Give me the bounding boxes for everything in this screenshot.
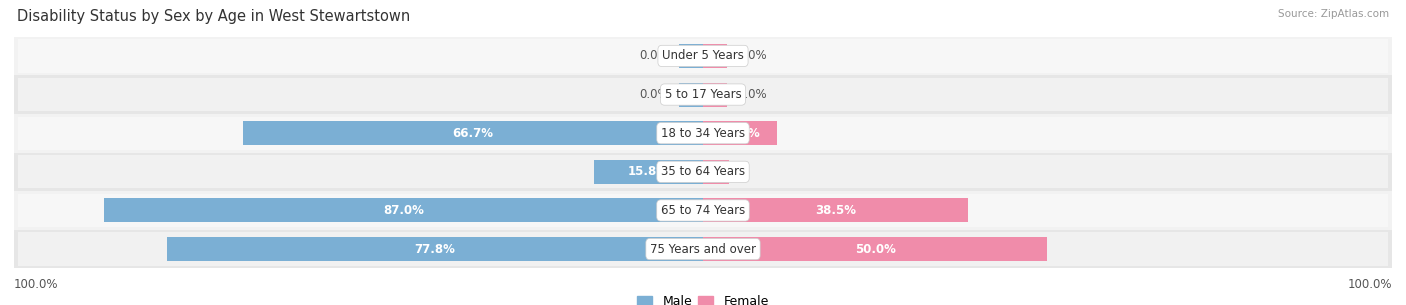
Bar bbox=[703, 44, 727, 68]
Text: 35 to 64 Years: 35 to 64 Years bbox=[661, 165, 745, 178]
Text: 0.0%: 0.0% bbox=[738, 49, 768, 63]
Text: 100.0%: 100.0% bbox=[14, 278, 59, 291]
Bar bbox=[17, 194, 1389, 227]
Bar bbox=[703, 199, 969, 222]
Bar bbox=[104, 199, 703, 222]
Bar bbox=[14, 75, 1392, 114]
Bar bbox=[703, 121, 776, 145]
Text: 5 to 17 Years: 5 to 17 Years bbox=[665, 88, 741, 101]
Bar bbox=[14, 37, 1392, 75]
Bar bbox=[703, 237, 1047, 261]
Text: 18 to 34 Years: 18 to 34 Years bbox=[661, 127, 745, 140]
Text: 3.8%: 3.8% bbox=[700, 165, 733, 178]
Bar bbox=[703, 83, 727, 106]
Text: 0.0%: 0.0% bbox=[638, 49, 669, 63]
Text: Disability Status by Sex by Age in West Stewartstown: Disability Status by Sex by Age in West … bbox=[17, 9, 411, 24]
Bar bbox=[17, 78, 1389, 111]
Legend: Male, Female: Male, Female bbox=[633, 290, 773, 305]
Text: 15.8%: 15.8% bbox=[628, 165, 669, 178]
Bar bbox=[17, 39, 1389, 73]
Bar bbox=[17, 155, 1389, 188]
Bar bbox=[14, 152, 1392, 191]
Bar bbox=[167, 237, 703, 261]
Bar bbox=[14, 230, 1392, 268]
Bar bbox=[679, 83, 703, 106]
Text: 10.7%: 10.7% bbox=[720, 127, 761, 140]
Bar bbox=[14, 114, 1392, 152]
Text: 77.8%: 77.8% bbox=[415, 242, 456, 256]
Text: 38.5%: 38.5% bbox=[815, 204, 856, 217]
Text: 50.0%: 50.0% bbox=[855, 242, 896, 256]
Text: 100.0%: 100.0% bbox=[1347, 278, 1392, 291]
Bar bbox=[679, 44, 703, 68]
Text: 0.0%: 0.0% bbox=[638, 88, 669, 101]
Bar bbox=[14, 191, 1392, 230]
Text: Under 5 Years: Under 5 Years bbox=[662, 49, 744, 63]
Text: 0.0%: 0.0% bbox=[738, 88, 768, 101]
Bar bbox=[243, 121, 703, 145]
Text: 65 to 74 Years: 65 to 74 Years bbox=[661, 204, 745, 217]
Bar bbox=[703, 160, 730, 184]
Bar bbox=[595, 160, 703, 184]
Bar bbox=[17, 117, 1389, 150]
Text: 87.0%: 87.0% bbox=[382, 204, 423, 217]
Text: 75 Years and over: 75 Years and over bbox=[650, 242, 756, 256]
Bar bbox=[17, 232, 1389, 266]
Text: Source: ZipAtlas.com: Source: ZipAtlas.com bbox=[1278, 9, 1389, 19]
Text: 66.7%: 66.7% bbox=[453, 127, 494, 140]
